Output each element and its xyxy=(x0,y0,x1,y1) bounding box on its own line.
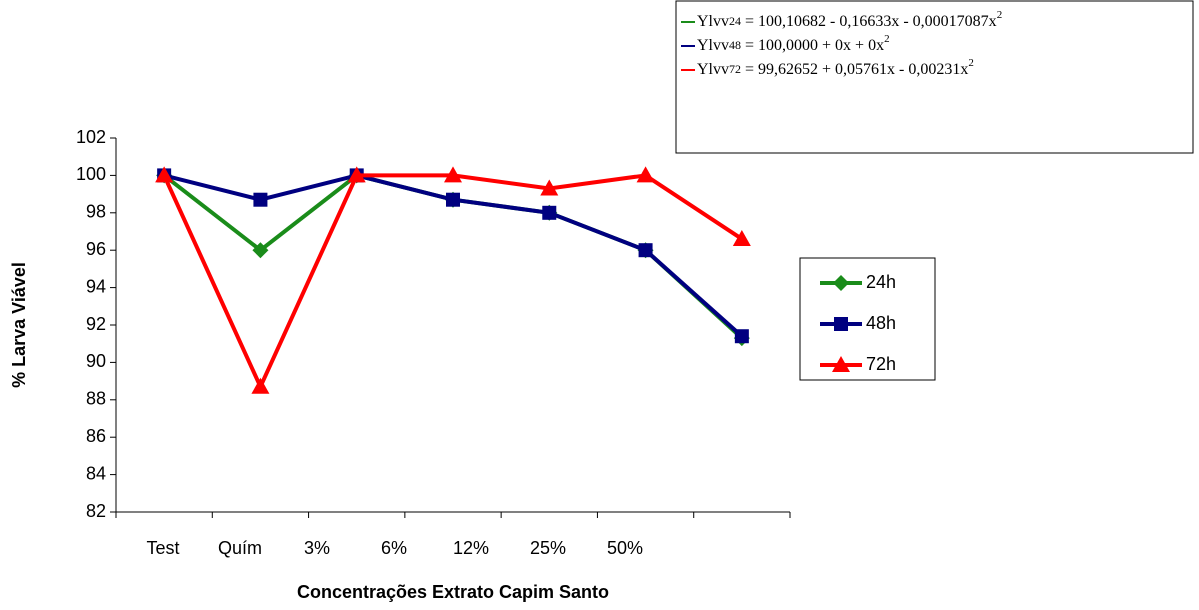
x-tick-label: Test xyxy=(146,538,179,558)
equation-body: = 100,10682 - 0,16633x - 0,00017087x xyxy=(741,13,997,30)
data-point xyxy=(446,192,460,207)
data-point xyxy=(636,166,655,183)
data-point xyxy=(732,229,751,246)
y-tick-label: 92 xyxy=(86,314,106,334)
equation-superscript: 2 xyxy=(884,33,890,45)
data-point xyxy=(155,166,174,183)
y-axis-title: % Larva Viável xyxy=(9,262,29,388)
equation: Ylvv24 = 100,10682 - 0,16633x - 0,000170… xyxy=(697,9,1002,30)
equation-body: = 99,62652 + 0,05761x - 0,00231x xyxy=(741,61,968,78)
data-point xyxy=(347,166,366,183)
equation-body: = 100,0000 + 0x + 0x xyxy=(741,37,884,54)
x-tick-label: 12% xyxy=(453,538,489,558)
equation-superscript: 2 xyxy=(968,57,974,69)
legend-label: 48h xyxy=(866,313,896,333)
y-tick-label: 84 xyxy=(86,463,106,483)
equation-name: Ylvv xyxy=(697,61,729,78)
equation-superscript: 2 xyxy=(997,9,1003,21)
data-point xyxy=(734,329,749,344)
data-point xyxy=(253,192,268,207)
x-axis-title: Concentrações Extrato Capim Santo xyxy=(297,582,609,602)
x-tick-label: 6% xyxy=(381,538,407,558)
legend-marker xyxy=(833,275,849,291)
legend-label: 24h xyxy=(866,272,896,292)
x-tick-label: 3% xyxy=(304,538,330,558)
y-tick-label: 90 xyxy=(86,351,106,371)
data-point xyxy=(540,179,559,196)
equation-name: Ylvv xyxy=(697,37,729,54)
y-tick-label: 98 xyxy=(86,202,106,222)
y-tick-label: 88 xyxy=(86,389,106,409)
legend-marker xyxy=(834,317,848,331)
y-tick-label: 96 xyxy=(86,239,106,259)
y-tick-label: 102 xyxy=(76,127,106,147)
y-tick-label: 86 xyxy=(86,426,106,446)
equation-name: Ylvv xyxy=(697,13,729,30)
y-tick-label: 94 xyxy=(86,276,106,296)
equation-subscript: 72 xyxy=(729,62,741,76)
y-tick-label: 82 xyxy=(86,501,106,521)
equation-subscript: 24 xyxy=(729,14,741,28)
equation-subscript: 48 xyxy=(729,38,741,52)
x-tick-label: 50% xyxy=(607,538,643,558)
data-point xyxy=(444,166,462,183)
data-point xyxy=(251,377,270,394)
data-point xyxy=(638,243,653,258)
legend-marker xyxy=(832,356,850,372)
legend-label: 72h xyxy=(866,354,896,374)
data-point xyxy=(542,205,557,220)
data-point xyxy=(252,242,269,259)
equation: Ylvv72 = 99,62652 + 0,05761x - 0,00231x2 xyxy=(697,57,974,78)
equation: Ylvv48 = 100,0000 + 0x + 0x2 xyxy=(697,33,890,54)
y-tick-label: 100 xyxy=(76,164,106,184)
x-tick-label: Quím xyxy=(218,538,262,558)
x-tick-label: 25% xyxy=(530,538,566,558)
legend-box xyxy=(799,257,936,381)
equation-box xyxy=(675,0,1194,154)
